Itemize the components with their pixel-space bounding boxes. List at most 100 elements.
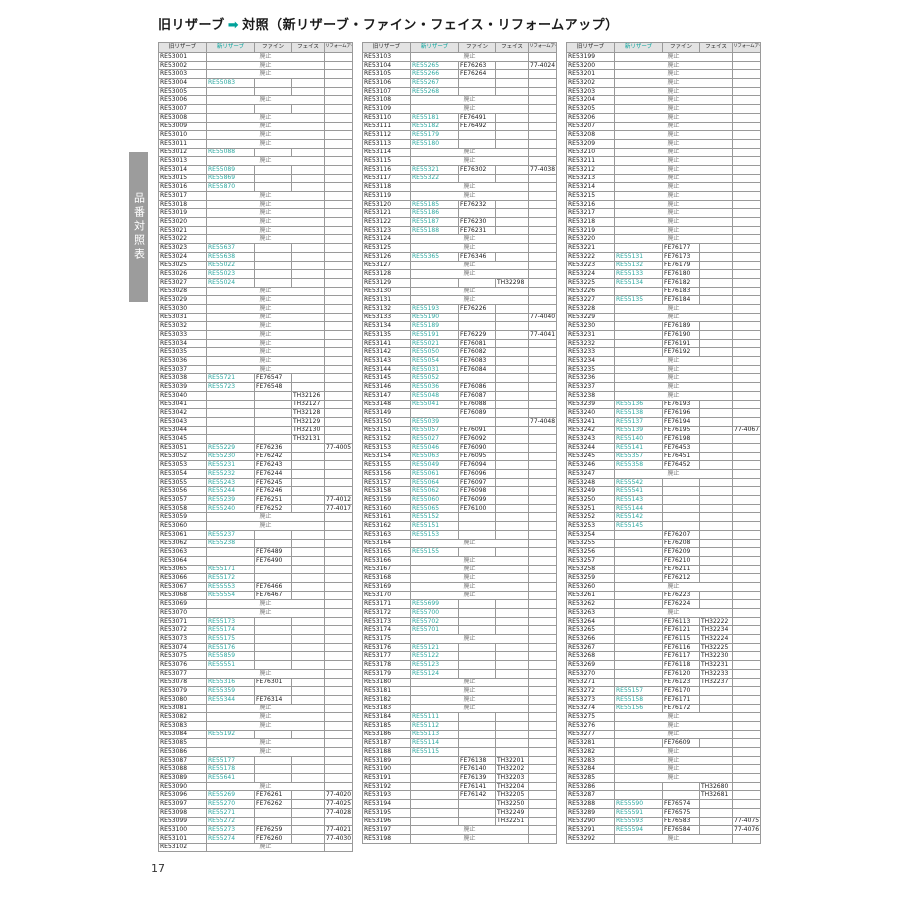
old-code-cell: RE53167 xyxy=(362,564,411,575)
old-code-cell: RE53164 xyxy=(362,538,411,549)
table-row: RE53063 FE76489 xyxy=(158,547,353,557)
table-row: RE53022 廃止 xyxy=(158,234,353,245)
table-row: RE53188 RE55115 xyxy=(362,747,557,757)
reform-up-cell xyxy=(528,781,557,792)
reform-up-cell xyxy=(732,269,761,279)
reform-up-cell: 77-4048 xyxy=(528,416,557,427)
discontinued-cell: 廃止 xyxy=(410,833,529,844)
fine-code-cell xyxy=(254,816,292,827)
fine-code-cell: FE76087 xyxy=(458,390,496,401)
fine-code-cell: FE76192 xyxy=(662,347,700,358)
reform-up-cell xyxy=(732,147,761,158)
reform-up-cell xyxy=(528,495,557,505)
old-code-cell: RE53202 xyxy=(566,78,615,88)
reform-up-cell xyxy=(732,581,761,592)
reform-up-cell xyxy=(324,121,353,132)
reform-up-cell xyxy=(324,694,353,705)
fine-code-cell xyxy=(458,78,496,88)
face-code-cell xyxy=(699,269,733,279)
old-code-cell: RE53123 xyxy=(362,225,411,236)
old-code-cell: RE53006 xyxy=(158,95,207,106)
old-code-cell: RE53183 xyxy=(362,703,411,714)
face-code-cell: TH32250 xyxy=(495,799,529,809)
face-code-cell xyxy=(699,442,733,453)
discontinued-cell: 廃止 xyxy=(614,217,733,227)
new-code-cell xyxy=(614,599,663,609)
reform-up-cell xyxy=(324,173,353,184)
table-row: RE53277 廃止 xyxy=(566,729,761,740)
reform-up-cell xyxy=(528,356,557,366)
fine-code-cell xyxy=(458,138,496,149)
face-code-cell xyxy=(495,130,529,140)
fine-code-cell: FE76141 xyxy=(458,781,496,792)
table-row: RE53152 RE55027 FE76092 xyxy=(362,434,557,444)
old-code-cell: RE53146 xyxy=(362,382,411,392)
column-header-fine: ファイン xyxy=(458,42,496,53)
face-code-cell xyxy=(495,86,529,97)
reform-up-cell xyxy=(324,764,353,775)
new-code-cell: RE55141 xyxy=(614,442,663,453)
table-row: RE53207 廃止 xyxy=(566,121,761,132)
old-code-cell: RE53157 xyxy=(362,477,411,488)
fine-code-cell: FE76138 xyxy=(458,755,496,766)
fine-code-cell xyxy=(458,130,496,140)
new-code-cell: RE55193 xyxy=(410,303,459,314)
reform-up-cell xyxy=(324,720,353,731)
reform-up-cell xyxy=(732,469,761,479)
fine-code-cell: FE76142 xyxy=(458,790,496,801)
fine-code-cell xyxy=(254,243,292,253)
old-code-cell: RE53059 xyxy=(158,512,207,523)
old-code-cell: RE53281 xyxy=(566,738,615,748)
reform-up-cell xyxy=(324,208,353,219)
reform-up-cell: 77-4041 xyxy=(528,330,557,340)
reform-up-cell xyxy=(732,460,761,470)
new-code-cell: RE55041 xyxy=(410,399,459,410)
face-code-cell xyxy=(495,390,529,401)
reform-up-cell xyxy=(324,156,353,166)
face-code-cell xyxy=(291,677,325,688)
table-row: RE53202 廃止 xyxy=(566,78,761,88)
face-code-cell xyxy=(495,382,529,392)
face-code-cell xyxy=(495,608,529,618)
reform-up-cell xyxy=(528,234,557,245)
fine-code-cell xyxy=(662,512,700,523)
face-code-cell xyxy=(495,599,529,609)
reform-up-cell xyxy=(732,599,761,609)
fine-code-cell xyxy=(254,651,292,662)
table-row: RE53233 FE76192 xyxy=(566,347,761,358)
reform-up-cell xyxy=(528,156,557,166)
table-row: RE53164 廃止 xyxy=(362,538,557,549)
reform-up-cell xyxy=(528,807,557,818)
discontinued-cell: 廃止 xyxy=(614,95,733,106)
face-code-cell: TH32230 xyxy=(699,651,733,662)
reform-up-cell xyxy=(732,521,761,531)
table-row: RE53241 RE55137 FE76194 xyxy=(566,416,761,427)
reform-up-cell xyxy=(528,86,557,97)
discontinued-cell: 廃止 xyxy=(614,86,733,97)
table-row: RE53078 RE55316 FE76301 xyxy=(158,677,353,688)
face-code-cell xyxy=(495,225,529,236)
table-row: RE53186 RE55113 xyxy=(362,729,557,740)
reform-up-cell: 77-4076 xyxy=(732,825,761,835)
table-row: RE53044 TH32130 xyxy=(158,425,353,436)
column-header-fine: ファイン xyxy=(662,42,700,53)
old-code-cell: RE53132 xyxy=(362,303,411,314)
table-row: RE53146 RE55036 FE76086 xyxy=(362,382,557,392)
reform-up-cell xyxy=(732,764,761,775)
fine-code-cell: FE76117 xyxy=(662,651,700,662)
old-code-cell: RE53081 xyxy=(158,703,207,714)
old-code-cell: RE53252 xyxy=(566,512,615,523)
reform-up-cell xyxy=(732,694,761,705)
old-code-cell: RE53041 xyxy=(158,399,207,410)
old-code-cell: RE53036 xyxy=(158,356,207,366)
reform-up-cell xyxy=(528,564,557,575)
new-code-cell: RE55176 xyxy=(206,642,255,653)
table-row: RE53068 RE55554 FE76467 xyxy=(158,590,353,601)
old-code-cell: RE53005 xyxy=(158,86,207,97)
reform-up-cell xyxy=(528,199,557,210)
table-row: RE53151 RE55057 FE76091 xyxy=(362,425,557,436)
reform-up-cell xyxy=(732,382,761,392)
face-code-cell xyxy=(495,503,529,514)
table-row: RE53195 TH32249 xyxy=(362,807,557,818)
table-row: RE53147 RE55048 FE76087 xyxy=(362,390,557,401)
